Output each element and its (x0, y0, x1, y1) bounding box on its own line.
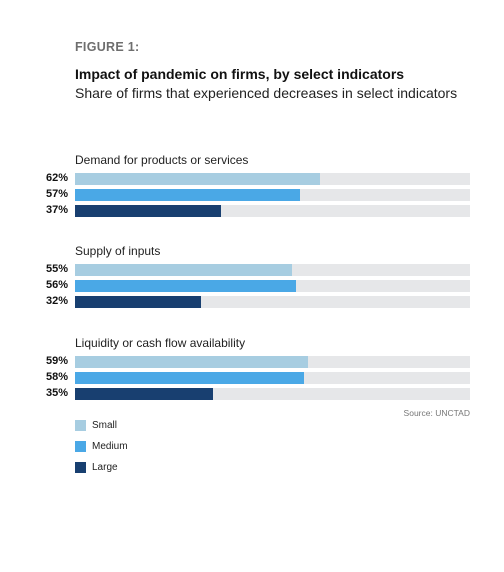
legend-label: Large (92, 462, 118, 473)
bar-track (75, 264, 470, 276)
data-label: 37% (45, 204, 68, 216)
bar-medium (75, 280, 297, 292)
bar-small (75, 356, 309, 368)
bar-track (75, 296, 470, 308)
category-label: Supply of inputs (75, 244, 161, 258)
bar-row: 35% (0, 387, 504, 400)
bar-track (75, 280, 470, 292)
source-note: Source: UNCTAD (403, 408, 470, 418)
bar-small (75, 173, 320, 185)
bar-medium (75, 372, 305, 384)
data-label: 56% (45, 279, 68, 291)
bar-track (75, 356, 470, 368)
bar-large (75, 205, 222, 217)
data-label: 58% (45, 371, 68, 383)
bar-row: 59% (0, 355, 504, 368)
bar-track (75, 173, 470, 185)
bar-row: 37% (0, 204, 504, 217)
data-label: 35% (45, 387, 68, 399)
legend-label: Small (92, 420, 118, 431)
bar-medium (75, 189, 301, 201)
data-label: 59% (45, 355, 68, 367)
bar-row: 56% (0, 279, 504, 292)
data-label: 32% (45, 295, 68, 307)
bar-row: 55% (0, 263, 504, 276)
bar-track (75, 189, 470, 201)
legend-swatch (75, 441, 86, 452)
bar-track (75, 388, 470, 400)
bar-track (75, 205, 470, 217)
category-label: Demand for products or services (75, 153, 249, 167)
bar-row: 58% (0, 371, 504, 384)
data-label: 55% (45, 263, 68, 275)
category-label: Liquidity or cash flow availability (75, 336, 246, 350)
chart-subtitle: Share of firms that experienced decrease… (75, 85, 458, 101)
legend-label: Medium (92, 441, 128, 452)
bar-large (75, 296, 202, 308)
data-label: 57% (45, 188, 68, 200)
bar-row: 32% (0, 295, 504, 308)
bar-track (75, 372, 470, 384)
data-label: 62% (45, 172, 68, 184)
bar-small (75, 264, 293, 276)
legend-swatch (75, 462, 86, 473)
chart-title: Impact of pandemic on firms, by select i… (75, 66, 405, 82)
figure-label: FIGURE 1: (75, 40, 140, 54)
legend-swatch (75, 420, 86, 431)
bar-row: 57% (0, 188, 504, 201)
bar-large (75, 388, 214, 400)
bar-row: 62% (0, 172, 504, 185)
